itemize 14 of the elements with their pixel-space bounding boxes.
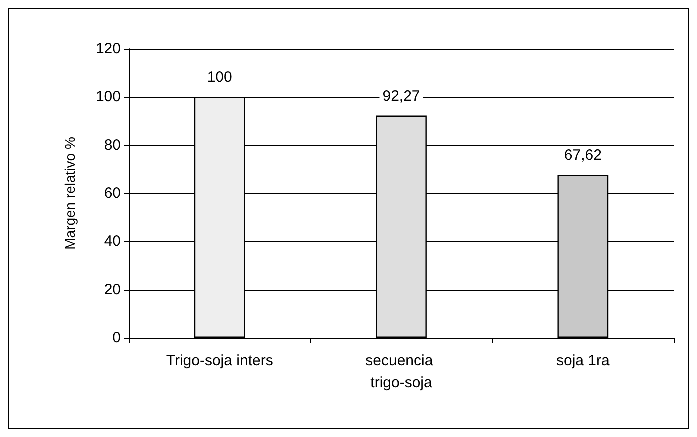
data-label: 92,27 bbox=[382, 88, 420, 105]
y-tick-label: 120 bbox=[96, 40, 121, 58]
y-tick-label: 20 bbox=[104, 281, 121, 298]
y-axis-title: Margen relativo % bbox=[62, 137, 78, 250]
y-tick-label: 80 bbox=[104, 136, 121, 154]
y-tick-label: 0 bbox=[112, 330, 121, 346]
x-tick-label: secuencia trigo-soja bbox=[366, 352, 438, 392]
y-tick-label: 60 bbox=[104, 185, 121, 202]
y-tick-label: 40 bbox=[104, 233, 121, 250]
data-label: 67,62 bbox=[564, 147, 602, 164]
x-tick-label: Trigo-soja inters bbox=[166, 352, 274, 370]
x-tick-label: soja 1ra bbox=[556, 352, 610, 370]
data-label: 100 bbox=[207, 69, 232, 86]
y-tick-label: 100 bbox=[96, 88, 121, 106]
